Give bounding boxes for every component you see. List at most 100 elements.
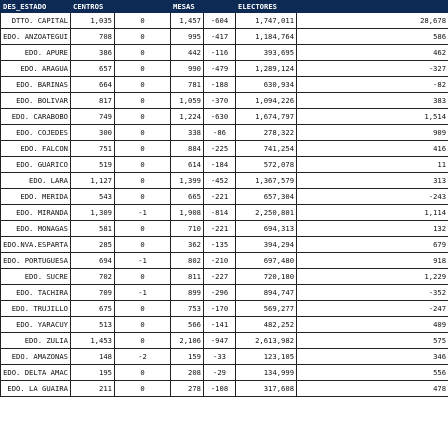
cell-centros: 386: [70, 44, 115, 61]
table-row: EDO. COJEDES 300 0 338 -86 278,322 909: [0, 124, 448, 141]
cell-electores: 720,180: [235, 268, 298, 285]
cell-centros: 211: [70, 380, 115, 397]
table-row: EDO. MIRANDA 1,309 -1 1,908 -814 2,250,8…: [0, 204, 448, 221]
cell-centros-change: -1: [113, 284, 172, 301]
cell-centros-change: 0: [113, 300, 172, 317]
cell-electores: 1,289,124: [235, 60, 298, 77]
cell-centros-change: 0: [113, 76, 172, 93]
cell-electores-change: -82: [296, 76, 448, 93]
cell-mesas-change: -116: [203, 44, 237, 61]
table-row: EDO. GUARICO 519 0 614 -184 572,078 11: [0, 156, 448, 173]
cell-estado: EDO. AMAZONAS: [0, 348, 71, 365]
cell-electores: 2,613,982: [235, 332, 298, 349]
cell-mesas-change: -225: [203, 140, 237, 157]
cell-electores-change: 132: [296, 220, 448, 237]
header-centros: CENTROS: [69, 0, 172, 13]
cell-estado: EDO. TRUJILLO: [0, 300, 71, 317]
cell-electores: 569,277: [235, 300, 298, 317]
cell-centros: 1,127: [70, 172, 115, 189]
cell-mesas-change: -184: [203, 156, 237, 173]
cell-centros: 1,035: [70, 12, 115, 29]
cell-mesas-change: -479: [203, 60, 237, 77]
table-row: EDO. FALCON 751 0 884 -225 741,254 416: [0, 140, 448, 157]
cell-electores-change: 28,678: [296, 12, 448, 29]
cell-centros: 543: [70, 188, 115, 205]
cell-electores: 1,747,011: [235, 12, 298, 29]
cell-mesas-change: -227: [203, 268, 237, 285]
cell-centros-change: -2: [113, 348, 172, 365]
table-row: EDO. MERIDA 543 0 665 -221 657,304 -243: [0, 188, 448, 205]
cell-mesas-change: -135: [203, 236, 237, 253]
cell-mesas-change: -108: [203, 380, 237, 397]
cell-centros: 1,453: [70, 332, 115, 349]
cell-electores: 894,747: [235, 284, 298, 301]
cell-mesas: 1,908: [170, 204, 205, 221]
cell-mesas: 2,106: [170, 332, 205, 349]
cell-estado: EDO. TACHIRA: [0, 284, 71, 301]
cell-centros-change: 0: [113, 92, 172, 109]
cell-mesas: 159: [170, 348, 205, 365]
cell-electores-change: 909: [296, 124, 448, 141]
cell-electores: 123,105: [235, 348, 298, 365]
cell-electores-change: 575: [296, 332, 448, 349]
cell-mesas: 1,457: [170, 12, 205, 29]
cell-estado: EDO. ZULIA: [0, 332, 71, 349]
cell-mesas-change: -370: [203, 92, 237, 109]
cell-estado: EDO. DELTA AMAC: [0, 364, 71, 381]
table-body: DTTO. CAPITAL 1,035 0 1,457 -604 1,747,0…: [0, 12, 448, 397]
cell-mesas: 1,224: [170, 108, 205, 125]
cell-mesas: 566: [170, 316, 205, 333]
cell-electores: 1,094,226: [235, 92, 298, 109]
cell-mesas: 1,059: [170, 92, 205, 109]
cell-centros-change: 0: [113, 316, 172, 333]
cell-centros: 300: [70, 124, 115, 141]
cell-mesas: 278: [170, 380, 205, 397]
cell-estado: EDO. YARACUY: [0, 316, 71, 333]
cell-electores: 657,304: [235, 188, 298, 205]
cell-mesas-change: -141: [203, 316, 237, 333]
cell-electores: 697,480: [235, 252, 298, 269]
cell-centros: 519: [70, 156, 115, 173]
elections-table: DES_ESTADO CENTROS MESAS ELECTORES DTTO.…: [0, 0, 448, 397]
cell-electores: 572,078: [235, 156, 298, 173]
cell-centros: 751: [70, 140, 115, 157]
table-row: EDO. TACHIRA 709 -1 899 -296 894,747 -35…: [0, 284, 448, 301]
cell-electores: 1,674,797: [235, 108, 298, 125]
cell-centros: 285: [70, 236, 115, 253]
cell-mesas-change: -86: [203, 124, 237, 141]
cell-centros-change: 0: [113, 28, 172, 45]
cell-mesas: 781: [170, 76, 205, 93]
cell-electores-change: -243: [296, 188, 448, 205]
table-header: DES_ESTADO CENTROS MESAS ELECTORES: [0, 0, 448, 13]
cell-mesas: 802: [170, 252, 205, 269]
cell-electores-change: 478: [296, 380, 448, 397]
cell-mesas: 995: [170, 28, 205, 45]
table-row: DTTO. CAPITAL 1,035 0 1,457 -604 1,747,0…: [0, 12, 448, 29]
table-row: EDO. ANZOATEGUI 708 0 995 -417 1,184,764…: [0, 28, 448, 45]
cell-estado: EDO. CARABOBO: [0, 108, 71, 125]
table-row: EDO. TRUJILLO 675 0 753 -170 569,277 -24…: [0, 300, 448, 317]
cell-centros-change: 0: [113, 60, 172, 77]
cell-centros: 675: [70, 300, 115, 317]
cell-centros-change: 0: [113, 380, 172, 397]
cell-centros: 1,309: [70, 204, 115, 221]
cell-mesas: 710: [170, 220, 205, 237]
cell-electores: 278,322: [235, 124, 298, 141]
cell-centros-change: 0: [113, 364, 172, 381]
header-estado: DES_ESTADO: [0, 0, 71, 13]
cell-electores: 1,184,764: [235, 28, 298, 45]
table-row: EDO. ZULIA 1,453 0 2,106 -947 2,613,982 …: [0, 332, 448, 349]
cell-estado: EDO. BARINAS: [0, 76, 71, 93]
cell-electores-change: 462: [296, 44, 448, 61]
table-row: EDO. PORTUGUESA 694 -1 802 -210 697,480 …: [0, 252, 448, 269]
cell-centros: 148: [70, 348, 115, 365]
cell-estado: EDO. FALCON: [0, 140, 71, 157]
cell-estado: EDO. APURE: [0, 44, 71, 61]
cell-electores-change: 586: [296, 28, 448, 45]
cell-estado: EDO. ARAGUA: [0, 60, 71, 77]
table-row: EDO. APURE 386 0 442 -116 393,695 462: [0, 44, 448, 61]
cell-mesas: 899: [170, 284, 205, 301]
cell-electores-change: -247: [296, 300, 448, 317]
cell-electores: 394,294: [235, 236, 298, 253]
header-electores: ELECTORES: [235, 0, 448, 13]
